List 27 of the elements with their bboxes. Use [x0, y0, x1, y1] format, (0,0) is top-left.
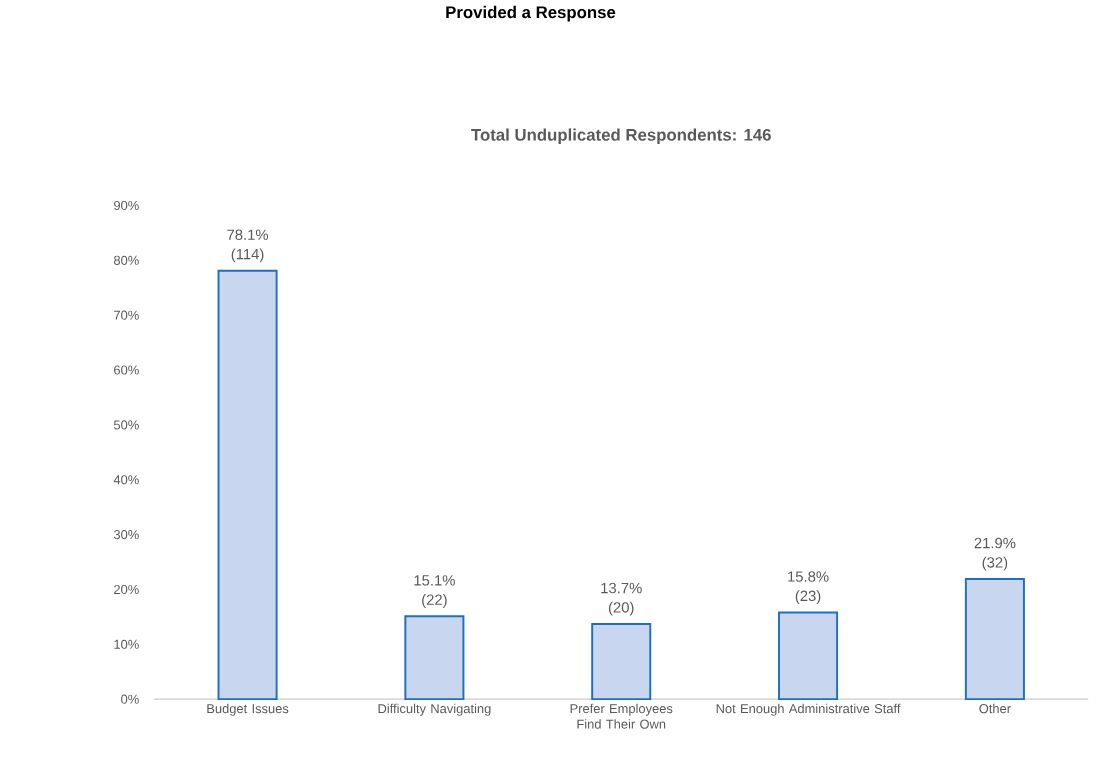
y-tick-label: 70% [114, 310, 139, 320]
y-tick-label: 80% [113, 255, 139, 265]
y-tick-label: 0% [121, 694, 139, 704]
data-label: 15.1% (22) [414, 575, 455, 608]
y-tick-label: 60% [114, 365, 139, 375]
chart-subtitle: Total Unduplicated Respondents: 146 [471, 128, 771, 145]
data-label: 13.7% (20) [601, 582, 642, 616]
y-tick-label: 90% [114, 200, 139, 211]
bar [964, 578, 1025, 701]
y-tick-label: 50% [113, 420, 139, 430]
y-tick-label: 30% [113, 530, 139, 540]
y-tick-label: 20% [114, 584, 139, 595]
x-tick-label: Budget Issues [207, 703, 289, 716]
x-tick-label: Other [979, 703, 1011, 714]
data-label: 78.1% (114) [227, 229, 269, 263]
bar [591, 623, 652, 701]
bar [778, 611, 839, 701]
x-tick-label: Difficulty Navigating [378, 703, 491, 716]
x-tick-label: Prefer Employees Find Their Own [570, 703, 673, 729]
x-tick-label: Not Enough Administrative Staff [716, 703, 901, 716]
y-tick-label: 40% [113, 475, 139, 485]
bar [217, 269, 278, 701]
data-label: 21.9% (32) [974, 537, 1016, 571]
data-label: 15.8% (23) [788, 571, 829, 605]
bar [404, 615, 465, 701]
y-tick-label: 10% [114, 639, 139, 649]
chart-title: Provided a Response [446, 5, 616, 22]
